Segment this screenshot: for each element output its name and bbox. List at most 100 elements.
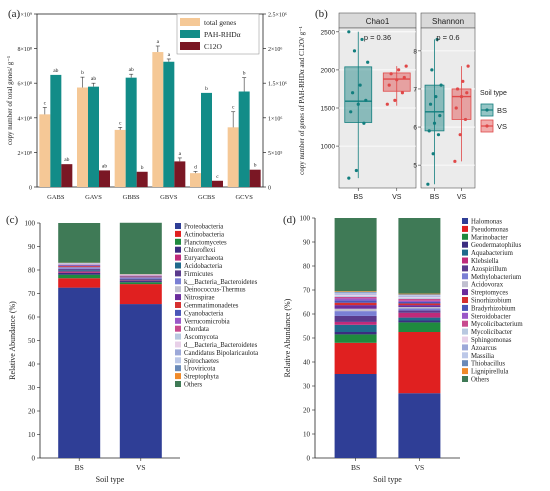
legend-label: total genes	[204, 18, 236, 27]
legend-label: Proteobacteria	[184, 224, 223, 231]
legend-label: Pseudomonas	[471, 226, 509, 233]
legend-label: Acidovorax	[471, 282, 504, 289]
legend-label: Gemmatimonadetes	[184, 303, 239, 310]
stack-segment-sinorhizobium	[334, 302, 377, 306]
x-tick-label: VS	[136, 463, 146, 472]
stack-segment-actinobacteria	[58, 278, 101, 288]
legend-label: Others	[184, 382, 202, 389]
x-tick-label: GBVS	[160, 194, 178, 201]
stack-segment-marinobacter	[334, 334, 377, 343]
y2-tick-label: 5×10⁵	[268, 151, 282, 157]
stack-segment-bradyrhizobium	[334, 300, 377, 303]
y-tick-label: 80	[303, 263, 311, 271]
y-tick-label: 100	[25, 220, 36, 228]
stack-segment-mycolicibacterium	[398, 298, 441, 301]
p-value-label: p = 0.36	[364, 33, 391, 42]
y-axis-label: Relative Abundance (%)	[283, 298, 292, 377]
y-tick-label: 20	[28, 408, 36, 416]
stack-segment-mycolicibacter	[398, 297, 441, 299]
data-point	[466, 64, 470, 68]
plot-frame	[36, 13, 264, 188]
legend-swatch	[175, 246, 181, 253]
legend-label: Mycolicibacter	[471, 329, 513, 336]
data-point	[352, 49, 357, 53]
data-point	[458, 133, 462, 137]
legend-label: Steroidobacter	[471, 313, 511, 320]
legend-swatch	[180, 30, 200, 38]
stack-segment-halomonas	[398, 393, 441, 458]
legend-swatch	[462, 312, 468, 319]
stack-segment-acidovorax	[334, 308, 377, 312]
y-tick-label: 30	[28, 384, 36, 392]
bar-pah-rhd-	[238, 91, 250, 187]
y-tick-label: 90	[303, 239, 311, 247]
legend-swatch	[462, 376, 468, 382]
stack-segment-steroidobacter	[398, 300, 441, 302]
legend-title: Soil type	[480, 90, 507, 97]
stack-segment-k-bacteria-bacteroidetes	[58, 268, 101, 270]
stack-segment-steroidobacter	[334, 298, 377, 301]
legend-swatch-point	[485, 124, 489, 128]
stack-segment-acidovorax	[398, 307, 441, 309]
significance-letter: d	[194, 164, 197, 170]
x-tick-label: VS	[392, 194, 402, 201]
legend-swatch	[175, 223, 181, 229]
stack-segment-pseudomonas	[334, 342, 377, 374]
legend-label: Azospirillum	[471, 266, 508, 273]
legend-swatch	[180, 42, 200, 50]
x-tick-label: GAVS	[85, 194, 102, 201]
box-iqr	[382, 72, 411, 92]
legend-label: Massilia	[471, 353, 494, 360]
bar-c12o	[136, 171, 148, 187]
legend-label: Marinobacter	[471, 234, 508, 241]
x-axis-label: Soil type	[96, 475, 125, 484]
data-point	[397, 68, 401, 72]
x-tick-label: VS	[457, 194, 467, 201]
y-tick-label: 10	[28, 431, 36, 439]
stack-segment-planctomycetes	[119, 282, 162, 285]
legend-label: Klebsiella	[471, 258, 499, 265]
legend-swatch	[462, 368, 468, 375]
stack-segment-klebsiella	[398, 312, 441, 318]
stack-segment-lignipirellula	[334, 291, 377, 292]
legend-label: BS	[497, 106, 507, 115]
stack-segment-methylobacterium	[398, 308, 441, 311]
stack-segment-massilia	[398, 295, 441, 296]
stack-segment-proteobacteria	[119, 304, 162, 458]
y-tick-label: 8×10⁸	[18, 47, 32, 53]
panel-label-c: (c)	[6, 214, 19, 226]
legend-label: Cyanobacteria	[184, 310, 223, 317]
data-point	[347, 30, 351, 34]
legend-label: Actinobacteria	[184, 231, 224, 238]
box-iqr	[424, 84, 445, 132]
y-tick-label: 30	[303, 383, 311, 391]
significance-letter: b	[205, 86, 208, 92]
x-axis-label: Soil type	[373, 475, 402, 484]
stack-segment-azospirillum	[334, 315, 377, 322]
stack-segment-lignipirellula	[398, 293, 441, 295]
legend-label: Mycolicibacterium	[471, 321, 523, 328]
data-point	[400, 91, 405, 95]
stack-segment-mycolicibacter	[334, 295, 377, 297]
significance-letter: b	[81, 70, 84, 76]
stack-segment-aquabacterium	[334, 324, 377, 332]
data-point	[463, 117, 468, 122]
bar-c12o	[212, 180, 223, 187]
significance-letter: a	[157, 39, 160, 45]
legend-swatch	[175, 294, 181, 301]
legend-swatch	[175, 254, 181, 261]
legend-swatch	[175, 286, 181, 293]
data-point	[360, 37, 364, 42]
y2-axis-label: copy number of genes of PAH-RHDα and C12…	[298, 26, 306, 175]
legend-swatch	[175, 278, 181, 285]
data-point	[430, 68, 434, 72]
significance-letter: a	[179, 151, 182, 157]
y-tick-label: 70	[303, 287, 311, 295]
data-point	[385, 102, 389, 106]
panel-c-stacked-bar-chart: 0 10 20 30 40 50 60 70 80 90 100 Relative Abundance…	[8, 220, 258, 485]
panel-a-bar-chart: 0 2×10⁸ 4×10⁸ 6×10⁸ 8×10⁸ 1×10⁹ 0 5×10⁵ 1×10⁶ 1.5…	[6, 13, 306, 202]
x-tick-label: GABS	[47, 194, 65, 201]
stack-segment-pseudomonas	[398, 332, 441, 394]
legend-swatch	[462, 352, 468, 359]
panel-d-stacked-bar-chart: 0 10 20 30 40 50 60 70 80 90 100 Relative Abundance…	[283, 215, 523, 485]
